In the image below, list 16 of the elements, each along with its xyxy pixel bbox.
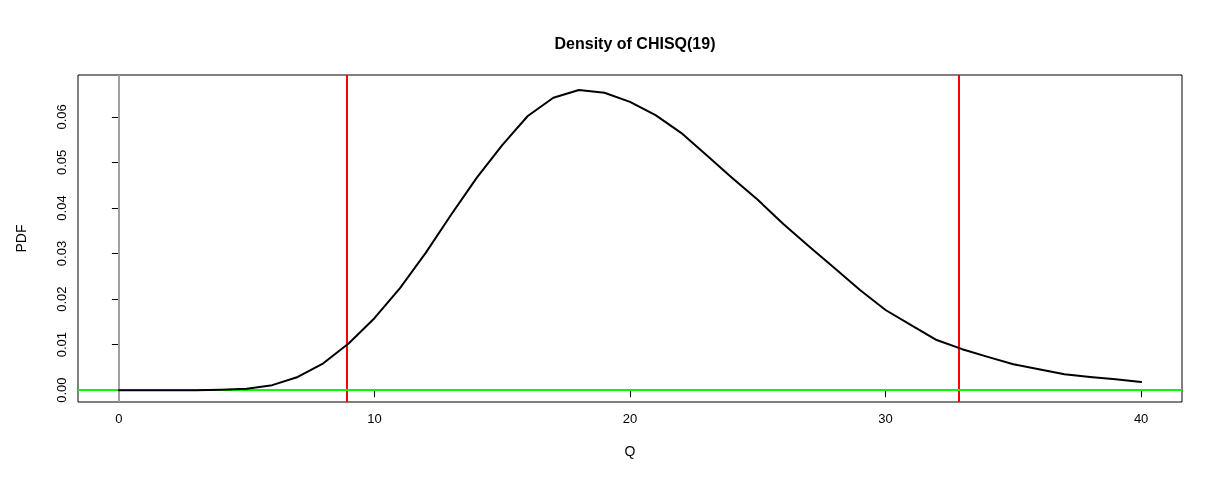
y-tick-label: 0.06 [54, 104, 69, 130]
y-tick-label: 0.00 [54, 377, 69, 403]
x-tick-label: 40 [1133, 411, 1149, 426]
y-tick-label: 0.02 [54, 286, 69, 312]
x-tick-label: 10 [367, 411, 382, 426]
y-tick-label: 0.03 [54, 240, 69, 267]
line-series [117, 89, 1143, 392]
y-tick-label: 0.04 [54, 195, 69, 221]
y-tick-label: 0.05 [54, 149, 69, 176]
x-tick-label: 20 [622, 411, 638, 426]
chart-title: Density of CHISQ(19) [554, 34, 716, 52]
y-tick-label: 0.01 [54, 331, 69, 358]
x-tick-label: 30 [878, 411, 893, 426]
x-tick-label: 0 [115, 411, 123, 426]
y-axis-title: PDF [13, 224, 29, 253]
x-axis-title: Q [624, 443, 636, 459]
